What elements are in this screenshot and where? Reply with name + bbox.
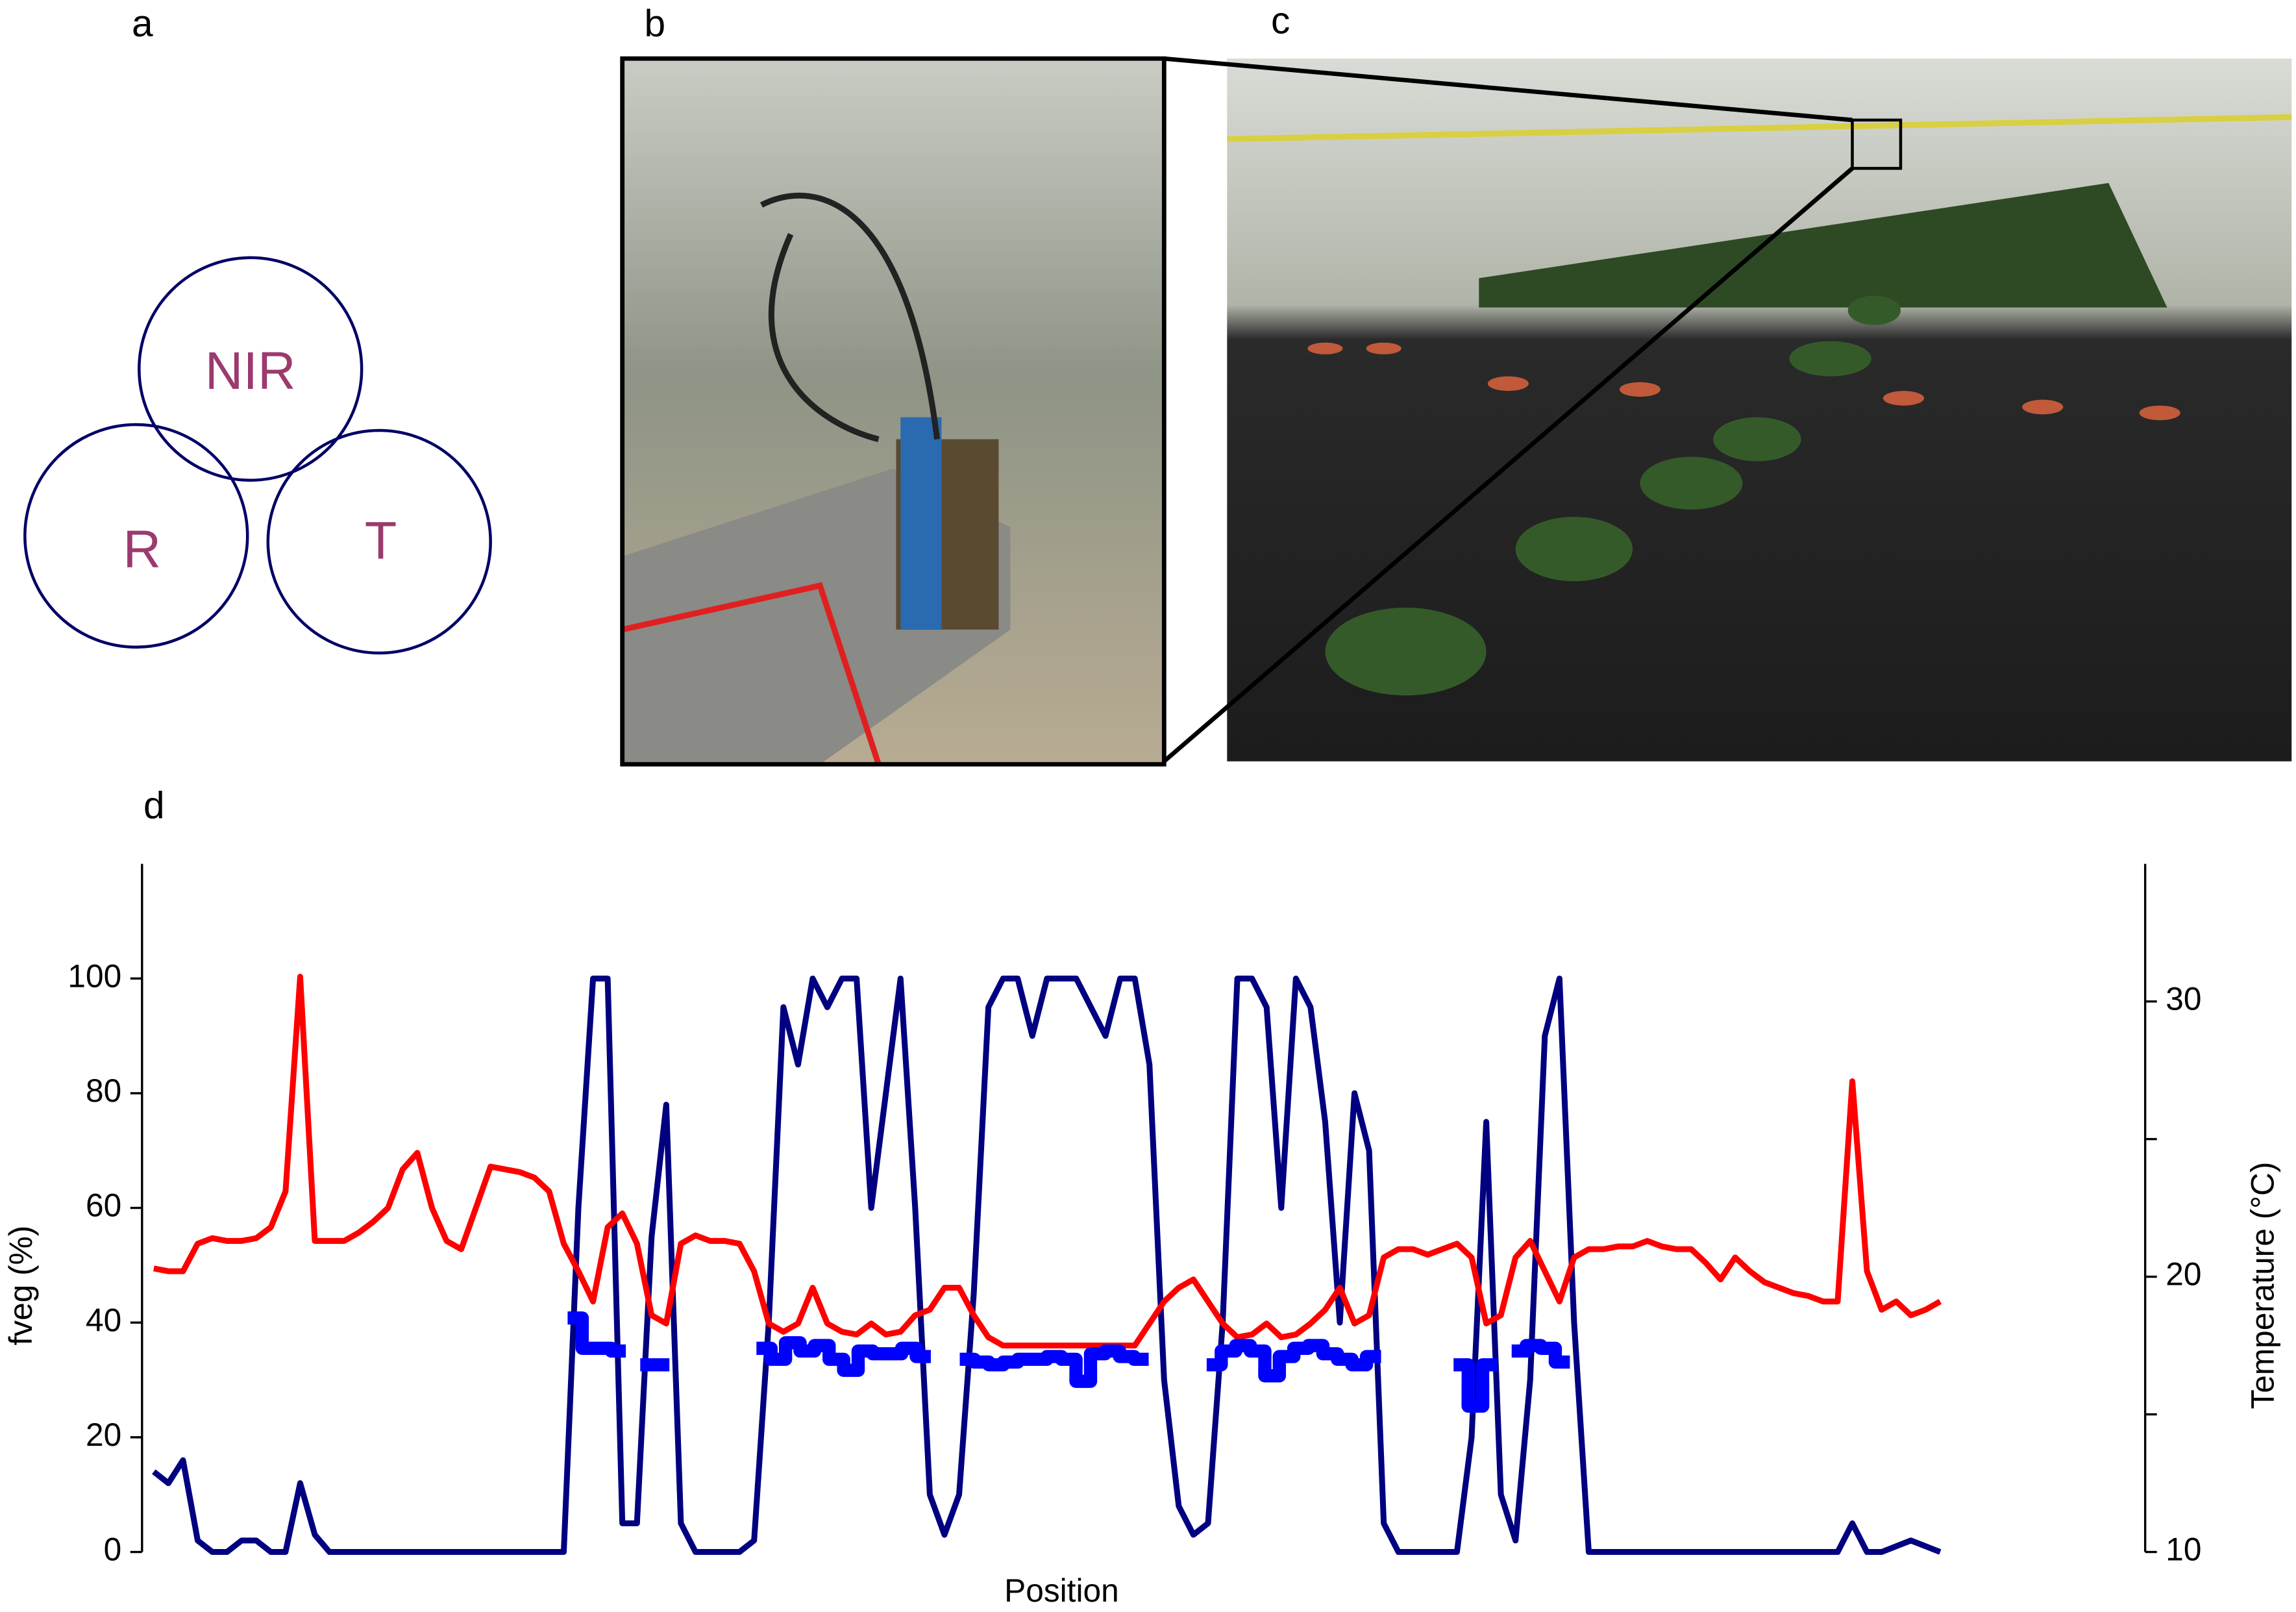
y-tick-label: 20 — [86, 1417, 121, 1453]
sensor-label: T — [365, 512, 397, 570]
line-series — [153, 973, 1942, 1349]
panel-label: a — [132, 3, 153, 45]
y-tick-label: 100 — [68, 958, 121, 994]
panel-label: d — [143, 784, 165, 826]
y-tick-label: 40 — [86, 1302, 121, 1338]
x-axis-label: Position — [1004, 1572, 1119, 1609]
y2-tick-label: 30 — [2166, 981, 2201, 1017]
line-series — [152, 975, 1942, 1556]
sensor-diagram — [23, 256, 492, 655]
photo-c — [1163, 56, 2292, 763]
sensor-label: R — [123, 521, 161, 579]
sensor-label: NIR — [205, 342, 296, 401]
y-tick-label: 80 — [86, 1073, 121, 1109]
photo-b — [620, 56, 1167, 767]
y2-tick-label: 10 — [2166, 1531, 2201, 1568]
y2-tick-label: 20 — [2166, 1256, 2201, 1293]
y2-axis-label: Temperature (°C) — [2245, 1162, 2281, 1409]
panel-label: b — [645, 3, 666, 45]
panel-label: c — [1271, 0, 1290, 42]
dash-series — [567, 1311, 1570, 1413]
y-tick-label: 60 — [86, 1187, 121, 1224]
y-axis-label: fveg (%) — [3, 1226, 39, 1346]
y-tick-label: 0 — [104, 1531, 122, 1568]
